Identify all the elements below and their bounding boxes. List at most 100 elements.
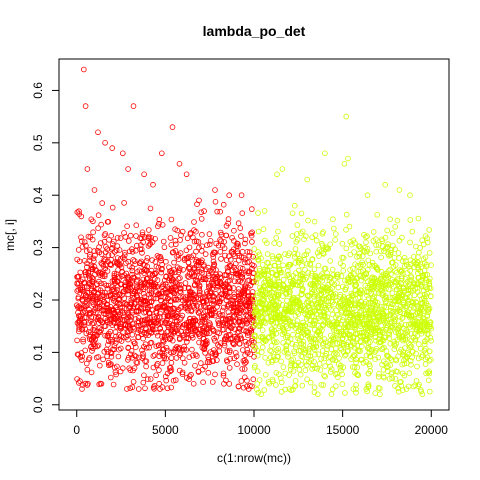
- data-point: [354, 263, 361, 269]
- data-point: [111, 274, 118, 281]
- data-point: [141, 321, 148, 328]
- data-point: [354, 342, 361, 349]
- data-point: [407, 192, 413, 199]
- data-point: [334, 370, 341, 377]
- data-point: [152, 281, 159, 287]
- data-point: [179, 369, 186, 376]
- data-point: [186, 244, 193, 251]
- data-point: [244, 349, 251, 356]
- data-point: [290, 331, 296, 338]
- data-point: [99, 269, 106, 275]
- y-tick-label: 0.1: [31, 344, 45, 361]
- data-point: [321, 355, 328, 362]
- data-point: [274, 319, 281, 326]
- data-point: [379, 329, 386, 335]
- data-point: [158, 319, 165, 325]
- data-point: [82, 347, 88, 354]
- data-point: [123, 334, 130, 340]
- data-point: [316, 361, 323, 367]
- data-point: [191, 227, 197, 233]
- data-point: [295, 267, 302, 274]
- data-point: [136, 386, 142, 392]
- data-point: [258, 391, 264, 398]
- data-point: [169, 324, 176, 331]
- data-point: [309, 256, 316, 262]
- data-point: [352, 302, 359, 308]
- data-point: [74, 256, 80, 263]
- data-point: [313, 237, 320, 244]
- data-point: [219, 326, 226, 333]
- data-point: [141, 171, 147, 178]
- data-point: [294, 294, 301, 301]
- data-point: [159, 222, 166, 228]
- data-point: [330, 216, 336, 223]
- data-point: [320, 251, 327, 257]
- data-point: [275, 228, 281, 235]
- data-point: [347, 342, 354, 348]
- data-point: [206, 324, 212, 331]
- data-point: [294, 322, 300, 329]
- data-point: [233, 260, 239, 267]
- data-point: [288, 387, 295, 394]
- data-point: [254, 352, 261, 359]
- data-point: [246, 249, 253, 256]
- x-tick-label: 10000: [237, 423, 271, 437]
- data-point: [262, 371, 269, 378]
- data-point: [414, 281, 421, 288]
- data-point: [153, 263, 160, 270]
- data-point: [283, 342, 290, 348]
- data-point: [297, 302, 304, 309]
- data-point: [230, 297, 237, 304]
- data-point: [262, 305, 268, 312]
- data-point: [419, 275, 426, 281]
- data-point: [160, 238, 167, 245]
- data-point: [121, 317, 127, 324]
- data-point: [195, 309, 202, 316]
- data-point: [239, 366, 246, 372]
- data-point: [139, 331, 145, 338]
- data-point: [147, 319, 154, 326]
- data-point: [198, 216, 205, 222]
- data-point: [262, 354, 268, 361]
- data-point: [127, 232, 134, 239]
- data-point: [376, 385, 383, 392]
- data-point: [206, 231, 213, 237]
- y-tick-label: 0.5: [31, 134, 45, 151]
- data-point: [392, 343, 399, 349]
- data-point: [304, 260, 311, 267]
- data-point: [292, 260, 299, 266]
- data-point: [186, 354, 193, 361]
- data-point: [95, 289, 102, 296]
- data-point: [391, 346, 398, 353]
- data-point: [311, 218, 318, 225]
- data-point: [270, 255, 276, 262]
- data-point: [387, 252, 394, 258]
- data-point: [287, 336, 294, 342]
- data-point: [387, 311, 394, 318]
- data-point: [210, 276, 216, 283]
- data-point: [423, 293, 430, 300]
- data-point: [184, 235, 191, 242]
- data-point: [148, 281, 155, 288]
- data-point: [295, 298, 302, 304]
- data-point: [91, 307, 98, 313]
- data-point: [252, 344, 259, 351]
- data-point: [299, 291, 305, 297]
- data-point: [311, 293, 318, 300]
- data-point: [424, 312, 431, 318]
- data-point: [168, 359, 175, 366]
- data-point: [332, 291, 339, 297]
- data-point: [88, 369, 95, 376]
- data-point: [165, 295, 172, 302]
- data-point: [192, 362, 198, 369]
- data-point: [329, 266, 336, 273]
- data-point: [414, 309, 421, 316]
- data-point: [89, 336, 95, 343]
- data-point: [124, 223, 130, 230]
- data-point: [410, 287, 416, 294]
- data-point: [152, 352, 158, 358]
- data-point: [285, 353, 291, 360]
- data-point: [193, 326, 199, 333]
- data-point: [249, 206, 255, 212]
- data-point: [120, 150, 126, 157]
